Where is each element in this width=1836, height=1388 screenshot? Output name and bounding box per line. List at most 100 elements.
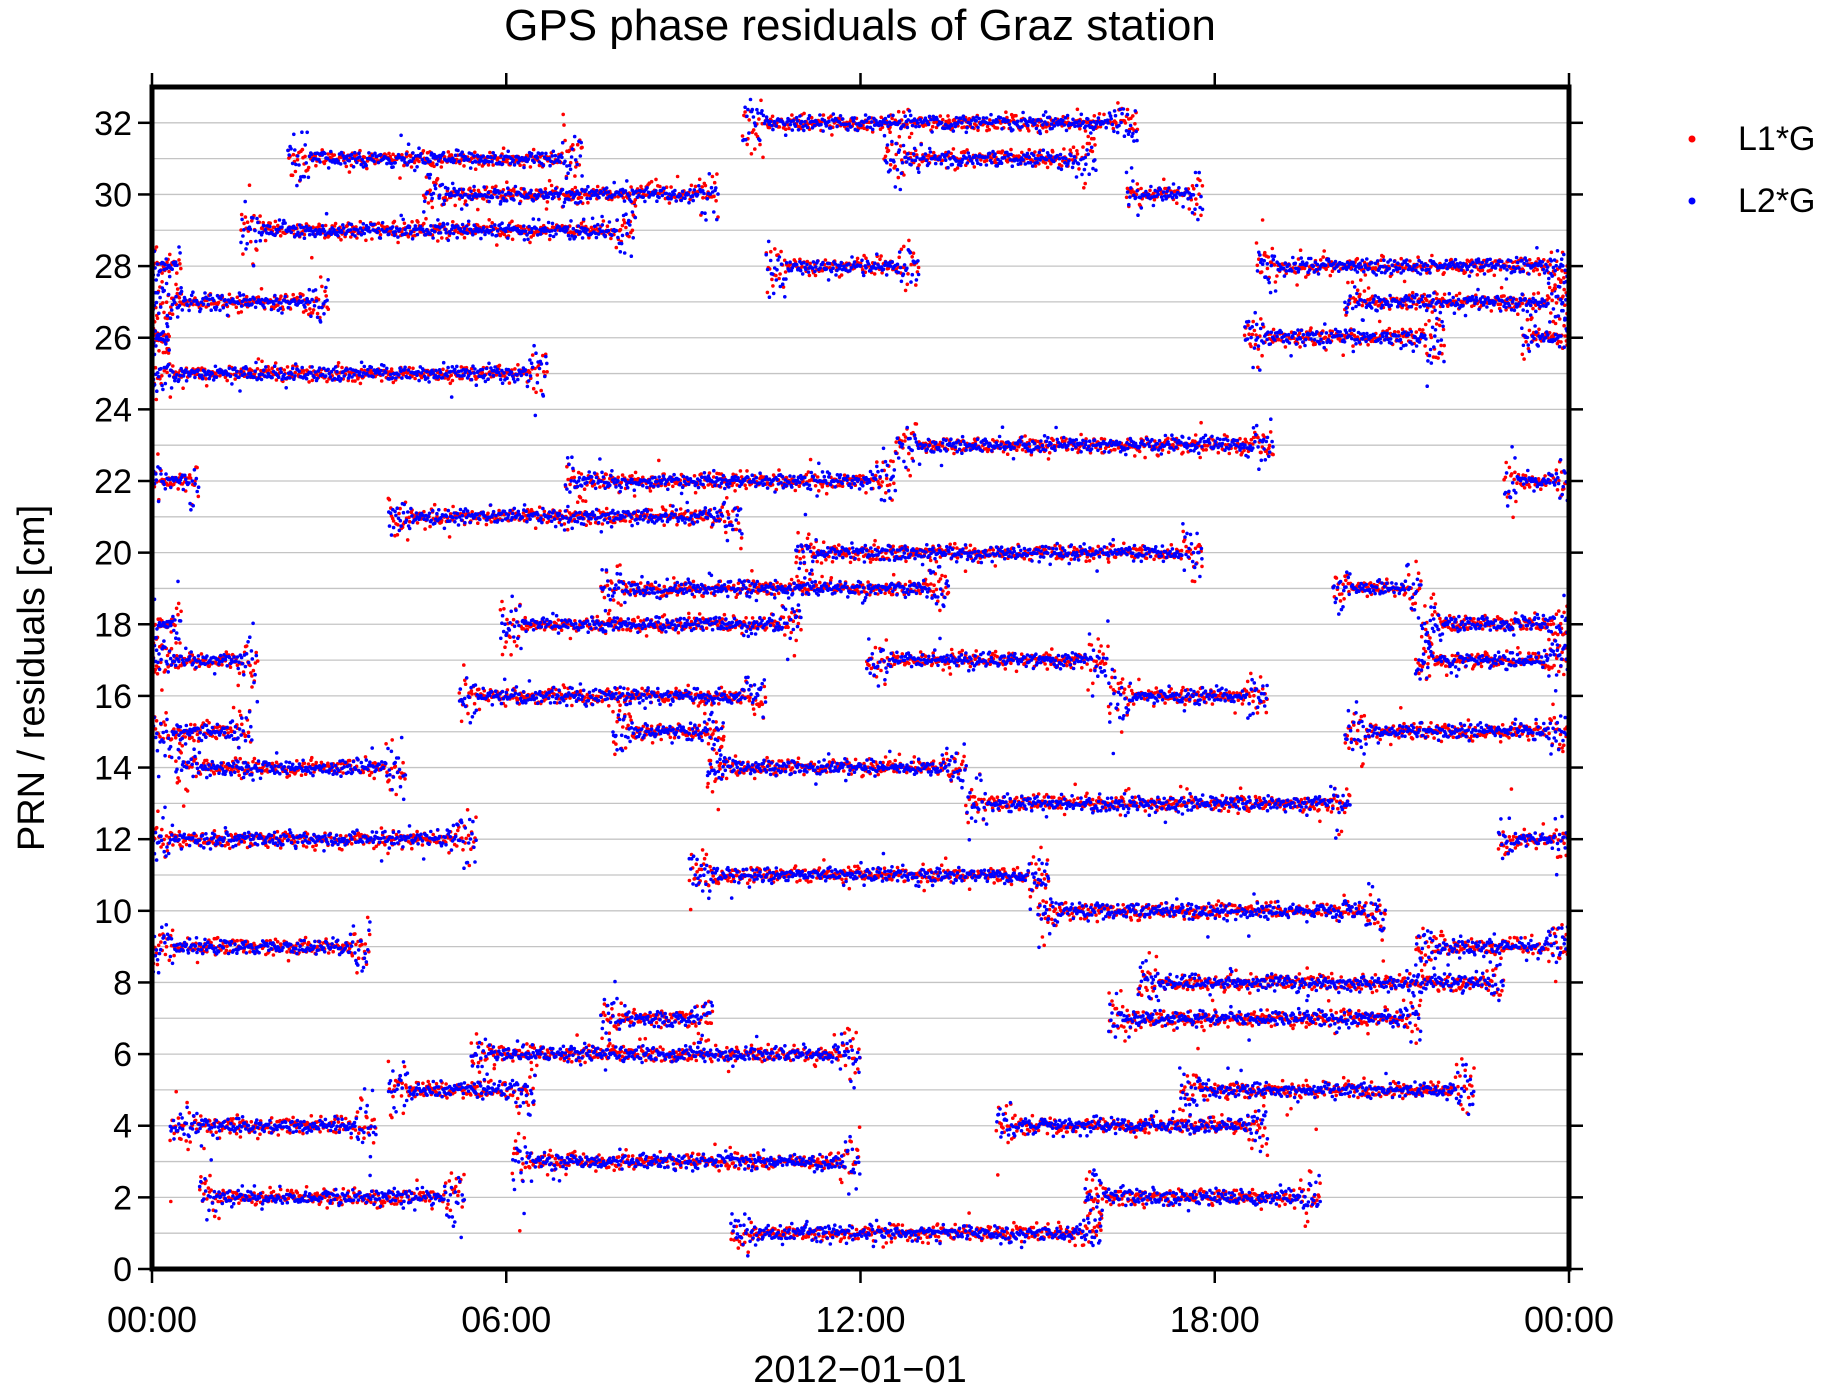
l1-point: [687, 1024, 691, 1028]
l1-point: [1068, 1240, 1072, 1244]
l2-point: [262, 1130, 266, 1134]
l1-point: [1006, 1141, 1010, 1145]
l2-point: [1112, 1201, 1116, 1205]
l2-point: [664, 1057, 668, 1061]
l1-point: [853, 1071, 857, 1075]
l1-point: [1186, 1074, 1190, 1078]
l2-point: [1226, 1196, 1230, 1200]
l1-point: [1299, 1178, 1303, 1182]
l2-point: [742, 1223, 746, 1227]
l1-point: [402, 1112, 406, 1116]
l2-point: [1422, 1081, 1426, 1085]
l2-point: [335, 1125, 339, 1129]
l2-point: [543, 1151, 547, 1155]
l2-point: [525, 1151, 529, 1155]
l1-point: [1304, 1079, 1308, 1083]
l2-point: [768, 1056, 772, 1060]
l2-point: [525, 1094, 529, 1098]
l2-point: [964, 1229, 968, 1233]
l2-point: [685, 1048, 689, 1052]
l1-point: [405, 1086, 409, 1090]
l2-point: [256, 1126, 260, 1130]
l2-point: [855, 1058, 859, 1062]
l2-point: [798, 1156, 802, 1160]
l2-point: [857, 1071, 861, 1075]
l2-point: [484, 1055, 488, 1059]
l2-point: [1002, 1113, 1006, 1117]
l2-point: [317, 1127, 321, 1131]
l2-point: [762, 1148, 766, 1152]
l2-point: [1023, 1240, 1027, 1244]
l1-point: [1011, 1116, 1015, 1120]
l2-point: [566, 1060, 570, 1064]
l2-point: [239, 1130, 243, 1134]
l2-point: [1461, 1063, 1465, 1067]
l2-point: [514, 1159, 518, 1163]
l2-point: [332, 1193, 336, 1197]
l2-point: [432, 1080, 436, 1084]
l2-point: [561, 1165, 565, 1169]
l1-point: [511, 1059, 515, 1063]
l2-point: [808, 1049, 812, 1053]
l2-point: [655, 1013, 659, 1017]
l2-point: [564, 1051, 568, 1055]
l2-point: [598, 1158, 602, 1162]
l2-point: [493, 1050, 497, 1054]
l1-point: [582, 1152, 586, 1156]
l2-point: [781, 1164, 785, 1168]
l2-point: [627, 1010, 631, 1014]
l2-point: [296, 1123, 300, 1127]
l2-point: [518, 1149, 522, 1153]
l2-point: [1183, 1193, 1187, 1197]
l2-point: [1233, 1193, 1237, 1197]
l2-point: [844, 1140, 848, 1144]
l2-point: [1309, 1184, 1313, 1188]
l1-point: [1232, 1083, 1236, 1087]
l2-point: [658, 1018, 662, 1022]
l2-point: [847, 1229, 851, 1233]
l2-point: [663, 1020, 667, 1024]
l2-point: [1188, 1103, 1192, 1107]
l2-point: [1259, 1150, 1263, 1154]
l2-point: [1116, 1118, 1120, 1122]
l2-point: [550, 1168, 554, 1172]
l2-point: [1096, 1195, 1100, 1199]
l1-point: [390, 1116, 394, 1120]
l1-point: [391, 1095, 395, 1099]
l2-point: [396, 1083, 400, 1087]
l2-point: [338, 1130, 342, 1134]
l2-point: [1201, 1082, 1205, 1086]
l2-point: [650, 1163, 654, 1167]
l1-point: [298, 1130, 302, 1134]
l2-point: [779, 1224, 783, 1228]
l2-point: [1193, 1099, 1197, 1103]
l2-point: [942, 1223, 946, 1227]
l1-point: [449, 1209, 453, 1213]
l2-point: [1271, 1199, 1275, 1203]
l2-point: [552, 1177, 556, 1181]
l2-point: [214, 1209, 218, 1213]
l2-point: [1285, 1095, 1289, 1099]
l2-point: [1235, 1081, 1239, 1085]
l2-point: [1105, 1190, 1109, 1194]
l1-point: [1099, 1228, 1103, 1232]
l1-point: [1107, 991, 1111, 995]
l2-point: [310, 1129, 314, 1133]
l1-point: [1181, 1109, 1185, 1113]
l1-point: [968, 1238, 972, 1242]
l2-point: [724, 1149, 728, 1153]
l2-point: [463, 1198, 467, 1202]
l2-point: [548, 1057, 552, 1061]
l2-point: [836, 1045, 840, 1049]
l2-point: [1429, 1087, 1433, 1091]
l2-point: [1055, 1227, 1059, 1231]
l1-point: [365, 1116, 369, 1120]
l2-point: [585, 1046, 589, 1050]
l2-point: [1264, 1091, 1268, 1095]
l1-point: [430, 1207, 434, 1211]
l1-point: [525, 1042, 529, 1046]
l2-point: [601, 1027, 605, 1031]
l2-point: [717, 1058, 721, 1062]
l2-point: [684, 1023, 688, 1027]
l2-point: [1434, 1085, 1438, 1089]
